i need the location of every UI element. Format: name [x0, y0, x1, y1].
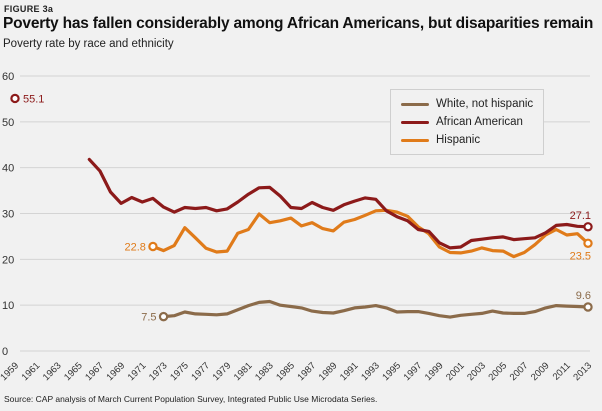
x-tick-label: 2001 — [444, 360, 467, 383]
x-tick-label: 1973 — [147, 360, 170, 383]
x-tick-label: 2009 — [529, 360, 552, 383]
source-note: Source: CAP analysis of March Current Po… — [4, 394, 378, 404]
legend-item-white: White, not hispanic — [401, 96, 533, 112]
y-tick-label: 50 — [2, 117, 14, 129]
series-line-african-american — [87, 157, 590, 250]
y-tick-label: 10 — [2, 300, 14, 312]
x-tick-label: 1987 — [296, 360, 319, 383]
endpoint-marker-african-american — [10, 93, 20, 104]
chart-subtitle: Poverty rate by race and ethnicity — [3, 38, 174, 50]
data-label-hispanic: 23.5 — [570, 250, 591, 262]
x-tick-label: 1959 — [0, 360, 21, 383]
x-tick-label: 1989 — [317, 360, 340, 383]
x-tick-label: 1979 — [211, 360, 234, 383]
x-tick-label: 2013 — [571, 360, 594, 383]
data-label-white-not-hispanic: 9.6 — [576, 290, 591, 302]
chart-title: Poverty has fallen considerably among Af… — [3, 15, 594, 32]
endpoint-marker-white-not-hispanic — [158, 311, 169, 322]
y-tick-label: 20 — [2, 254, 14, 266]
legend-label-hispanic: Hispanic — [436, 134, 481, 146]
x-tick-label: 1999 — [423, 360, 446, 383]
x-tick-label: 2011 — [551, 360, 573, 382]
x-tick-label: 1997 — [402, 360, 425, 383]
figure-label: FIGURE 3a — [4, 4, 54, 14]
series-lines — [87, 157, 590, 319]
series-line-hispanic — [151, 208, 590, 259]
x-tick-label: 2007 — [508, 360, 531, 383]
data-label-african-american: 55.1 — [23, 93, 44, 105]
legend-label-white: White, not hispanic — [436, 98, 534, 110]
endpoint-markers — [10, 93, 593, 322]
legend-item-hispanic: Hispanic — [401, 132, 480, 148]
x-tick-label: 1991 — [338, 360, 361, 383]
x-tick-label: 1965 — [62, 360, 85, 383]
x-tick-label: 1995 — [380, 360, 403, 383]
x-tick-label: 1981 — [232, 360, 255, 383]
data-label-white-not-hispanic: 7.5 — [141, 312, 156, 324]
y-tick-label: 60 — [2, 71, 14, 83]
data-labels: 7.5 9.6 55.1 27.1 22.8 23.5 — [23, 93, 591, 323]
x-tick-label: 1969 — [105, 360, 128, 383]
y-tick-label: 40 — [2, 163, 14, 175]
x-tick-label: 2003 — [465, 360, 488, 383]
legend: White, not hispanic African American His… — [390, 89, 544, 155]
y-tick-label: 0 — [2, 346, 8, 358]
x-tick-label: 1961 — [20, 360, 43, 383]
y-tick-label: 30 — [2, 209, 14, 221]
data-label-african-american: 27.1 — [570, 210, 591, 222]
y-axis-ticks: 0 10 20 30 40 50 60 — [2, 71, 14, 358]
legend-swatch-african-american — [401, 120, 429, 124]
endpoint-marker-white-not-hispanic — [583, 302, 593, 312]
legend-item-african-american: African American — [401, 114, 523, 130]
x-tick-label: 1983 — [253, 360, 276, 383]
x-tick-label: 1985 — [274, 360, 297, 383]
data-label-hispanic: 22.8 — [125, 242, 146, 254]
endpoint-marker-hispanic — [148, 241, 158, 252]
x-tick-label: 1977 — [189, 360, 212, 383]
x-tick-label: 1975 — [168, 360, 191, 383]
legend-label-african-american: African American — [436, 116, 523, 128]
x-tick-label: 1967 — [83, 360, 106, 383]
x-axis-ticks: 1959196119631965196719691971197319751977… — [0, 360, 594, 383]
legend-swatch-white — [401, 102, 429, 106]
x-tick-label: 1993 — [359, 360, 382, 383]
endpoint-marker-african-american — [583, 222, 593, 232]
x-tick-label: 1971 — [126, 360, 149, 383]
x-tick-label: 1963 — [41, 360, 64, 383]
endpoint-marker-hispanic — [583, 238, 593, 248]
series-line-white-not-hispanic — [162, 299, 590, 319]
x-tick-label: 2005 — [487, 360, 510, 383]
legend-swatch-hispanic — [401, 138, 429, 142]
gridlines — [20, 75, 590, 352]
